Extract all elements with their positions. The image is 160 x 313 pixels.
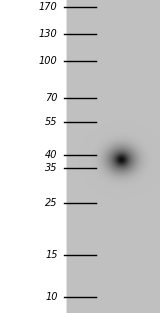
Text: 100: 100 [39,56,58,66]
Text: 70: 70 [45,93,58,103]
Text: 40: 40 [45,150,58,160]
Text: 170: 170 [39,2,58,12]
Text: 35: 35 [45,163,58,173]
Bar [66,0,160,313]
Text: 130: 130 [39,29,58,39]
Text: 55: 55 [45,117,58,127]
Text: 10: 10 [45,291,58,301]
Text: 25: 25 [45,198,58,208]
Text: 15: 15 [45,250,58,260]
